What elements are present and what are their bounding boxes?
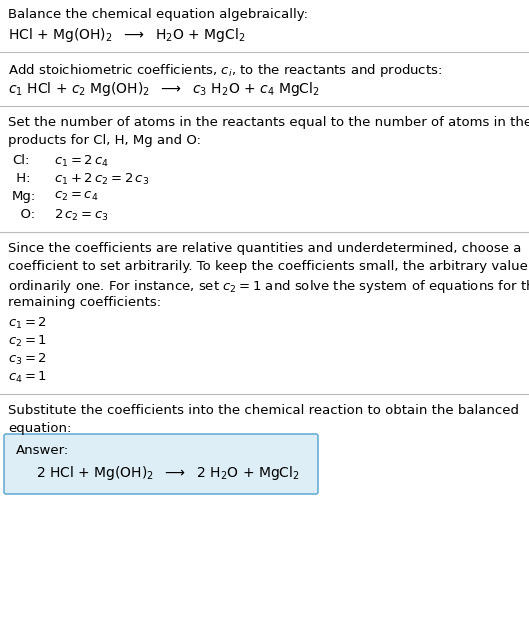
Text: HCl + Mg(OH)$_2$  $\longrightarrow$  H$_2$O + MgCl$_2$: HCl + Mg(OH)$_2$ $\longrightarrow$ H$_2$… (8, 26, 245, 44)
Text: H:: H: (12, 172, 31, 185)
Text: $c_1 = 2$: $c_1 = 2$ (8, 316, 47, 331)
Text: Add stoichiometric coefficients, $c_i$, to the reactants and products:: Add stoichiometric coefficients, $c_i$, … (8, 62, 442, 79)
Text: Answer:: Answer: (16, 444, 69, 457)
Text: coefficient to set arbitrarily. To keep the coefficients small, the arbitrary va: coefficient to set arbitrarily. To keep … (8, 260, 529, 273)
Text: $c_3 = 2$: $c_3 = 2$ (8, 352, 47, 367)
Text: Mg:: Mg: (12, 190, 37, 203)
Text: Substitute the coefficients into the chemical reaction to obtain the balanced: Substitute the coefficients into the che… (8, 404, 519, 417)
Text: remaining coefficients:: remaining coefficients: (8, 296, 161, 309)
Text: products for Cl, H, Mg and O:: products for Cl, H, Mg and O: (8, 134, 201, 147)
Text: equation:: equation: (8, 422, 71, 435)
Text: Set the number of atoms in the reactants equal to the number of atoms in the: Set the number of atoms in the reactants… (8, 116, 529, 129)
Text: Since the coefficients are relative quantities and underdetermined, choose a: Since the coefficients are relative quan… (8, 242, 522, 255)
Text: $c_2 = 1$: $c_2 = 1$ (8, 334, 47, 349)
Text: $c_1 + 2\,c_2 = 2\,c_3$: $c_1 + 2\,c_2 = 2\,c_3$ (54, 172, 149, 187)
Text: $c_1 = 2\,c_4$: $c_1 = 2\,c_4$ (54, 154, 109, 169)
Text: Cl:: Cl: (12, 154, 30, 167)
Text: $c_1$ HCl + $c_2$ Mg(OH)$_2$  $\longrightarrow$  $c_3$ H$_2$O + $c_4$ MgCl$_2$: $c_1$ HCl + $c_2$ Mg(OH)$_2$ $\longright… (8, 80, 320, 98)
Text: $c_4 = 1$: $c_4 = 1$ (8, 370, 47, 385)
FancyBboxPatch shape (4, 434, 318, 494)
Text: $2\,c_2 = c_3$: $2\,c_2 = c_3$ (54, 208, 109, 223)
Text: O:: O: (12, 208, 35, 221)
Text: 2 HCl + Mg(OH)$_2$  $\longrightarrow$  2 H$_2$O + MgCl$_2$: 2 HCl + Mg(OH)$_2$ $\longrightarrow$ 2 H… (36, 464, 300, 482)
Text: ordinarily one. For instance, set $c_2 = 1$ and solve the system of equations fo: ordinarily one. For instance, set $c_2 =… (8, 278, 529, 295)
Text: Balance the chemical equation algebraically:: Balance the chemical equation algebraica… (8, 8, 308, 21)
Text: $c_2 = c_4$: $c_2 = c_4$ (54, 190, 98, 203)
